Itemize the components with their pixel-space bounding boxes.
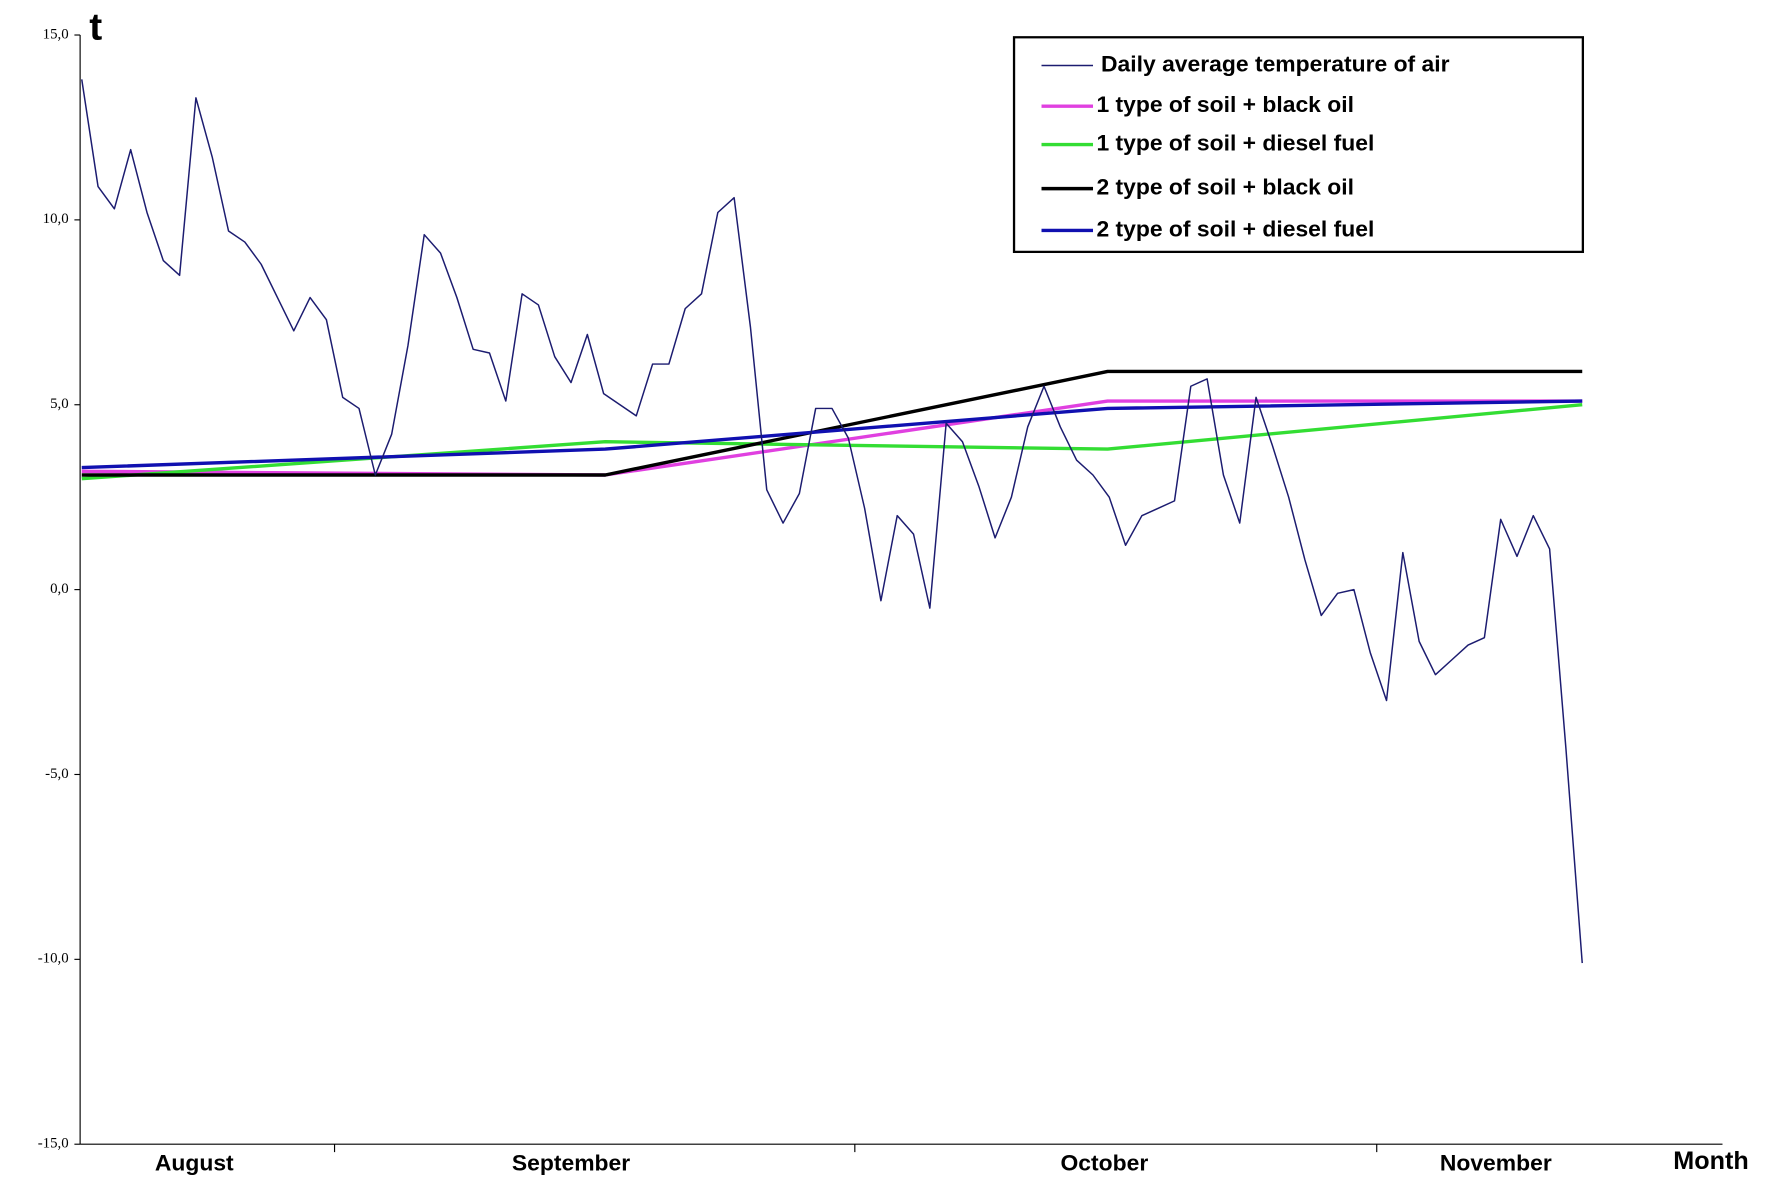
x-tick-label: November: [1440, 1150, 1552, 1176]
y-tick-label: 0,0: [50, 581, 69, 597]
series-line: [81, 399, 1583, 470]
y-tick-label: 5,0: [50, 396, 69, 412]
x-tick-label: August: [155, 1150, 234, 1176]
series-line: [81, 403, 1583, 481]
y-tick-label: -15,0: [38, 1136, 69, 1152]
legend-label: Daily average temperature of air: [1101, 51, 1450, 77]
y-tick-label: -10,0: [38, 951, 69, 967]
series-line: [81, 79, 1583, 964]
legend-label: 2 type of soil + black oil: [1096, 174, 1354, 200]
y-axis-label: t: [89, 6, 102, 49]
y-tick-label: 10,0: [43, 211, 69, 227]
x-axis-label: Month: [1673, 1147, 1748, 1175]
legend-label: 1 type of soil + black oil: [1096, 91, 1354, 117]
y-tick-label: 15,0: [43, 26, 69, 42]
legend-label: 1 type of soil + diesel fuel: [1096, 130, 1374, 156]
legend-box: [1012, 36, 1585, 254]
series-line: [81, 369, 1583, 477]
x-tick-label: September: [512, 1150, 630, 1176]
y-tick-label: -5,0: [45, 766, 69, 782]
series-line: [81, 399, 1583, 477]
x-tick-label: October: [1060, 1150, 1148, 1176]
legend-label: 2 type of soil + diesel fuel: [1096, 216, 1374, 242]
